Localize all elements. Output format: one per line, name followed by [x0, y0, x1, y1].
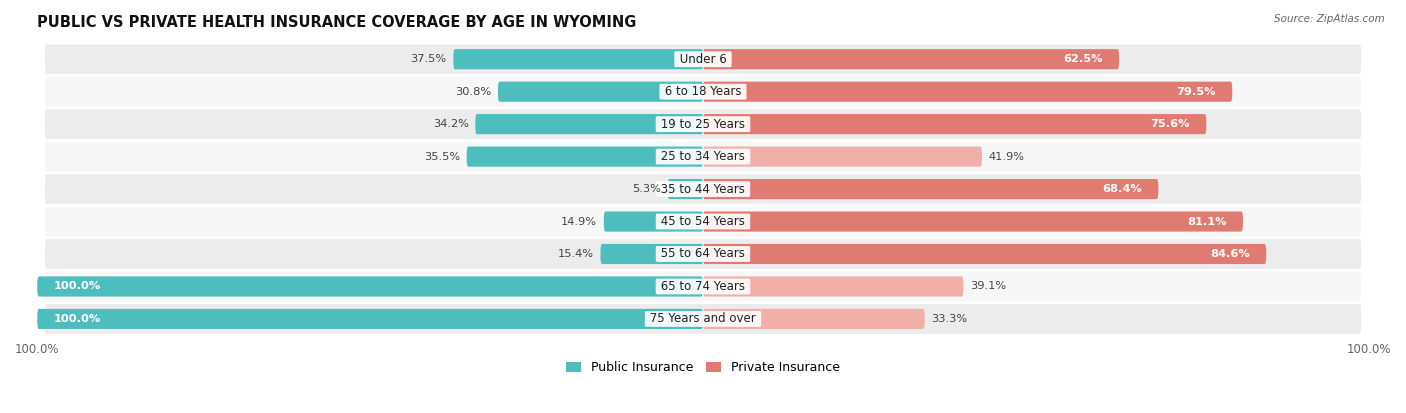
- Text: 35 to 44 Years: 35 to 44 Years: [657, 183, 749, 196]
- Text: 39.1%: 39.1%: [970, 282, 1007, 292]
- Text: 19 to 25 Years: 19 to 25 Years: [657, 118, 749, 131]
- Text: 30.8%: 30.8%: [456, 87, 491, 97]
- FancyBboxPatch shape: [453, 49, 703, 69]
- FancyBboxPatch shape: [44, 173, 1362, 205]
- FancyBboxPatch shape: [44, 303, 1362, 335]
- Text: 37.5%: 37.5%: [411, 54, 447, 64]
- FancyBboxPatch shape: [44, 43, 1362, 75]
- Text: Under 6: Under 6: [676, 53, 730, 66]
- FancyBboxPatch shape: [467, 147, 703, 167]
- Text: Source: ZipAtlas.com: Source: ZipAtlas.com: [1274, 14, 1385, 24]
- FancyBboxPatch shape: [703, 179, 1159, 199]
- Text: 79.5%: 79.5%: [1177, 87, 1216, 97]
- Text: 84.6%: 84.6%: [1209, 249, 1250, 259]
- FancyBboxPatch shape: [603, 211, 703, 232]
- Text: 81.1%: 81.1%: [1187, 216, 1226, 227]
- Text: 55 to 64 Years: 55 to 64 Years: [657, 247, 749, 261]
- Text: 100.0%: 100.0%: [53, 282, 101, 292]
- FancyBboxPatch shape: [498, 82, 703, 102]
- Text: 5.3%: 5.3%: [633, 184, 661, 194]
- FancyBboxPatch shape: [703, 82, 1232, 102]
- FancyBboxPatch shape: [44, 108, 1362, 140]
- FancyBboxPatch shape: [703, 114, 1206, 134]
- FancyBboxPatch shape: [703, 49, 1119, 69]
- Text: 100.0%: 100.0%: [53, 314, 101, 324]
- Text: 41.9%: 41.9%: [988, 152, 1025, 161]
- FancyBboxPatch shape: [703, 147, 981, 167]
- FancyBboxPatch shape: [44, 271, 1362, 302]
- FancyBboxPatch shape: [600, 244, 703, 264]
- Text: 75.6%: 75.6%: [1150, 119, 1189, 129]
- Text: PUBLIC VS PRIVATE HEALTH INSURANCE COVERAGE BY AGE IN WYOMING: PUBLIC VS PRIVATE HEALTH INSURANCE COVER…: [37, 15, 637, 30]
- Text: 25 to 34 Years: 25 to 34 Years: [657, 150, 749, 163]
- Text: 6 to 18 Years: 6 to 18 Years: [661, 85, 745, 98]
- Text: 35.5%: 35.5%: [423, 152, 460, 161]
- Text: 68.4%: 68.4%: [1102, 184, 1142, 194]
- Text: 14.9%: 14.9%: [561, 216, 598, 227]
- Text: 15.4%: 15.4%: [558, 249, 593, 259]
- Text: 75 Years and over: 75 Years and over: [647, 312, 759, 325]
- FancyBboxPatch shape: [44, 76, 1362, 107]
- FancyBboxPatch shape: [44, 238, 1362, 270]
- FancyBboxPatch shape: [703, 276, 963, 297]
- FancyBboxPatch shape: [703, 211, 1243, 232]
- FancyBboxPatch shape: [44, 141, 1362, 173]
- Legend: Public Insurance, Private Insurance: Public Insurance, Private Insurance: [561, 356, 845, 379]
- FancyBboxPatch shape: [475, 114, 703, 134]
- Text: 33.3%: 33.3%: [931, 314, 967, 324]
- Text: 45 to 54 Years: 45 to 54 Years: [657, 215, 749, 228]
- Text: 34.2%: 34.2%: [433, 119, 468, 129]
- Text: 65 to 74 Years: 65 to 74 Years: [657, 280, 749, 293]
- FancyBboxPatch shape: [37, 309, 703, 329]
- FancyBboxPatch shape: [703, 244, 1267, 264]
- FancyBboxPatch shape: [37, 276, 703, 297]
- FancyBboxPatch shape: [44, 206, 1362, 237]
- Text: 62.5%: 62.5%: [1063, 54, 1102, 64]
- FancyBboxPatch shape: [668, 179, 703, 199]
- FancyBboxPatch shape: [703, 309, 925, 329]
